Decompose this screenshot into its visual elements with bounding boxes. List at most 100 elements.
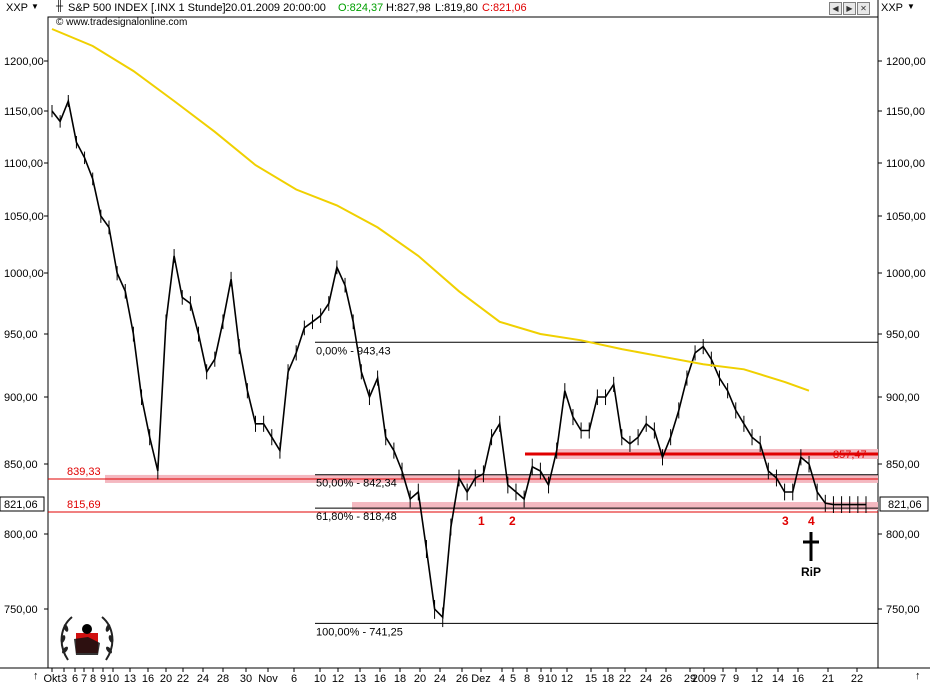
y-tick-label-right-7: 850,00: [886, 459, 920, 471]
scroll-right-button[interactable]: ▶: [843, 2, 856, 15]
x-tick-label-25: 4: [499, 673, 505, 685]
y-tick-label-left-4: 1000,00: [4, 268, 44, 280]
x-tick-label-34: 24: [640, 673, 652, 685]
fib-label-1: 50,00% - 842,34: [316, 478, 397, 490]
x-tick-label-36: 29: [684, 673, 696, 685]
current-price-left-text: 821,06: [4, 499, 38, 511]
y-tick-label-left-2: 1100,00: [4, 158, 43, 170]
open-value: O:824,37: [338, 2, 384, 14]
y-tick-label-right-3: 1050,00: [886, 211, 926, 223]
y-tick-label-right-6: 900,00: [886, 392, 920, 404]
close-value: C:821,06: [482, 2, 527, 14]
x-tick-label-32: 18: [602, 673, 614, 685]
x-tick-label-14: Nov: [258, 673, 278, 685]
x-tick-label-40: 12: [751, 673, 763, 685]
y-tick-label-right-2: 1100,00: [886, 158, 925, 170]
x-tick-label-5: 9: [100, 673, 106, 685]
x-tick-label-17: 12: [332, 673, 344, 685]
candlestick-icon: ╫: [56, 1, 64, 12]
x-tick-label-38: 7: [720, 673, 726, 685]
x-tick-label-16: 10: [314, 673, 326, 685]
x-tick-label-6: 10: [107, 673, 119, 685]
y-tick-label-right-9: 750,00: [886, 604, 920, 616]
x-tick-label-23: 26: [456, 673, 468, 685]
y-tick-label-left-1: 1150,00: [4, 106, 43, 118]
x-tick-label-7: 13: [124, 673, 136, 685]
level-label-857: 857,47: [833, 449, 867, 461]
y-tick-label-right-5: 950,00: [886, 329, 920, 341]
close-chart-button[interactable]: ✕: [857, 2, 870, 15]
rip-label: RiP: [801, 565, 821, 579]
x-tick-label-11: 24: [197, 673, 209, 685]
wave-count-2: 2: [509, 514, 516, 528]
high-value: H:827,98: [386, 2, 431, 14]
low-value: L:819,80: [435, 2, 478, 14]
x-tick-label-24: Dez: [471, 673, 491, 685]
x-tick-label-43: 21: [822, 673, 834, 685]
wave-count-3: 3: [782, 514, 789, 528]
level-label-839: 839,33: [67, 466, 101, 478]
x-tick-label-20: 18: [394, 673, 406, 685]
y-tick-label-left-6: 900,00: [4, 392, 38, 404]
symbol-left[interactable]: XXP: [6, 2, 29, 14]
y-tick-label-left-0: 1200,00: [4, 56, 44, 68]
y-tick-label-right-0: 1200,00: [886, 56, 926, 68]
x-tick-label-30: 12: [561, 673, 573, 685]
moving-average-line: [51, 28, 810, 392]
y-tick-label-right-1: 1150,00: [886, 106, 925, 118]
x-tick-label-21: 20: [414, 673, 426, 685]
x-tick-label-4: 8: [90, 673, 96, 685]
fib-label-0: 0,00% - 943,43: [316, 345, 391, 357]
current-price-right: 821,06: [879, 496, 929, 512]
x-tick-label-27: 8: [524, 673, 530, 685]
x-tick-label-19: 16: [374, 673, 386, 685]
x-tick-label-29: 10: [545, 673, 557, 685]
y-tick-label-left-7: 850,00: [4, 459, 38, 471]
y-tick-label-right-8: 800,00: [886, 529, 920, 541]
symbol-left-dropdown-icon[interactable]: ▼: [31, 2, 39, 11]
laurel-logo-icon: [60, 616, 114, 661]
x-tick-label-13: 30: [240, 673, 252, 685]
x-tick-label-0: Okt: [43, 673, 60, 685]
watermark: © www.tradesignalonline.com: [56, 17, 188, 28]
symbol-right[interactable]: XXP: [881, 2, 904, 14]
rip-cross-icon: [803, 532, 819, 561]
fib-label-3: 100,00% - 741,25: [316, 626, 403, 638]
support-band-818: [352, 502, 878, 511]
x-tick-label-44: 22: [851, 673, 863, 685]
x-tick-label-31: 15: [585, 673, 597, 685]
chart-timestamp: 20.01.2009 20:00:00: [225, 2, 326, 14]
scroll-arrow-left-icon[interactable]: ↑: [33, 670, 39, 682]
x-tick-label-37: 2009: [692, 673, 716, 685]
current-price-right-text: 821,06: [888, 499, 922, 511]
x-tick-label-26: 5: [510, 673, 516, 685]
x-tick-label-8: 16: [142, 673, 154, 685]
x-tick-label-15: 6: [291, 673, 297, 685]
chart-title: S&P 500 INDEX [.INX 1 Stunde]: [68, 2, 226, 14]
x-tick-label-42: 16: [792, 673, 804, 685]
scroll-left-button[interactable]: ◀: [829, 2, 842, 15]
y-tick-label-left-8: 800,00: [4, 529, 38, 541]
x-tick-label-2: 6: [72, 673, 78, 685]
x-tick-label-33: 22: [619, 673, 631, 685]
x-tick-label-22: 24: [434, 673, 446, 685]
wave-count-1: 1: [478, 514, 485, 528]
y-tick-label-right-4: 1000,00: [886, 268, 926, 280]
x-tick-label-1: 3: [61, 673, 67, 685]
current-price-left: 821,06: [0, 496, 45, 512]
x-tick-label-10: 22: [177, 673, 189, 685]
wave-count-4: 4: [808, 514, 815, 528]
x-tick-label-3: 7: [81, 673, 87, 685]
y-tick-label-left-9: 750,00: [4, 604, 38, 616]
x-tick-label-9: 20: [160, 673, 172, 685]
y-tick-label-left-5: 950,00: [4, 329, 38, 341]
y-tick-label-left-3: 1050,00: [4, 211, 44, 223]
x-tick-label-12: 28: [217, 673, 229, 685]
symbol-right-dropdown-icon[interactable]: ▼: [907, 2, 915, 11]
fib-label-2: 61,80% - 818,48: [316, 511, 397, 523]
level-label-815: 815,69: [67, 499, 101, 511]
scroll-arrow-right-icon[interactable]: ↑: [915, 670, 921, 682]
x-tick-label-28: 9: [538, 673, 544, 685]
x-tick-label-39: 9: [733, 673, 739, 685]
